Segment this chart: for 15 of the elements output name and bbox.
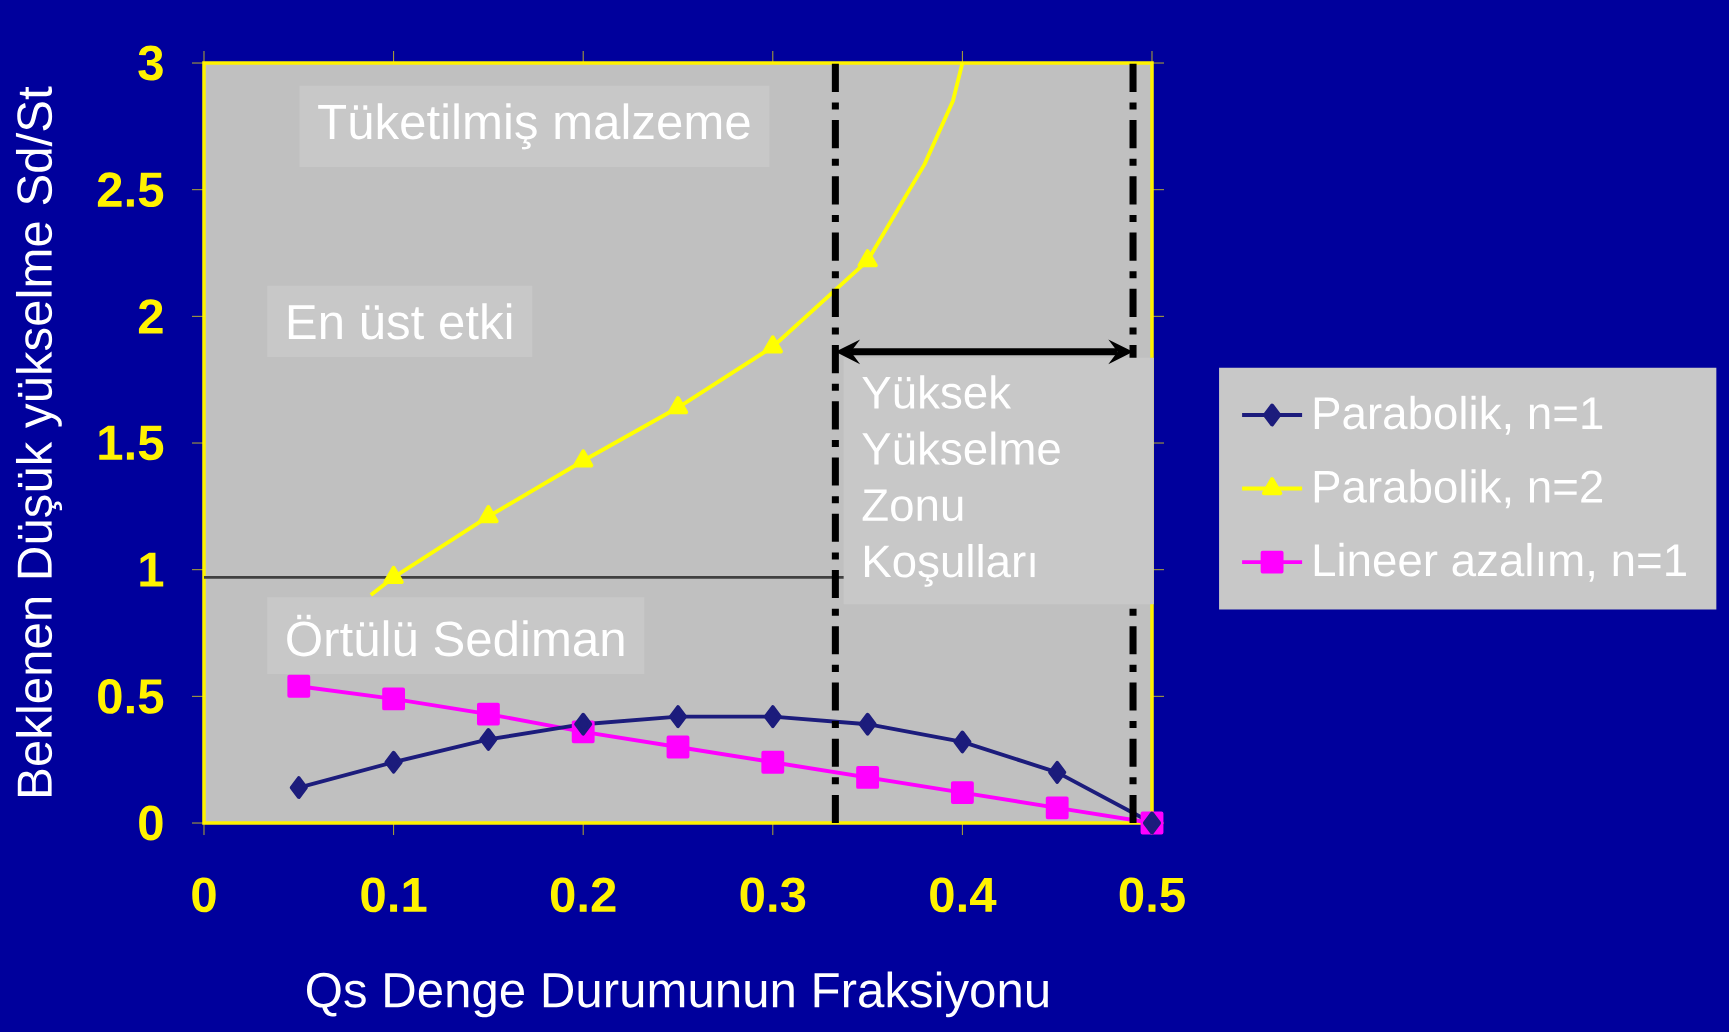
x-tick-label: 0: [192, 877, 216, 913]
x-axis-title: Qs Denge Durumunun Fraksiyonu: [307, 971, 1048, 1018]
y-axis-title: Beklenen Düşük yükselme Sd/St: [15, 86, 63, 796]
y-tick-label: 0.5: [98, 678, 164, 714]
x-tick-label: 0.2: [550, 877, 616, 913]
y-tick-label: 1.5: [99, 425, 164, 461]
y-tick-label: 2: [138, 299, 163, 334]
x-tick-label: 0.1: [361, 877, 427, 913]
x-tick-label: 0.4: [930, 877, 997, 913]
y-tick-label: 0: [139, 805, 163, 841]
x-tick-label: 0.5: [1119, 877, 1185, 913]
x-tick-label: 0.3: [740, 877, 806, 913]
y-tick-label: 1: [140, 552, 164, 587]
y-tick-label: 3: [138, 45, 163, 81]
y-tick-label: 2.5: [97, 172, 164, 208]
